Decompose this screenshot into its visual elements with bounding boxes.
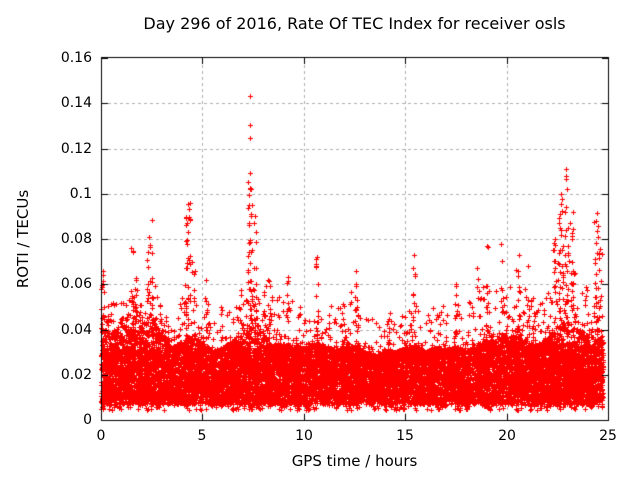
x-tick-label: 15 bbox=[396, 428, 414, 444]
y-tick-label: 0 bbox=[83, 412, 92, 428]
x-tick-label: 20 bbox=[498, 428, 516, 444]
y-tick-label: 0.02 bbox=[60, 367, 92, 383]
y-tick-label: 0.06 bbox=[60, 276, 92, 292]
y-tick-label: 0.1 bbox=[69, 186, 92, 202]
y-tick-label: 0.12 bbox=[60, 141, 92, 157]
x-tick-label: 10 bbox=[295, 428, 313, 444]
x-tick-label: 0 bbox=[96, 428, 106, 444]
chart-title: Day 296 of 2016, Rate Of TEC Index for r… bbox=[143, 14, 566, 33]
y-tick-label: 0.04 bbox=[60, 322, 92, 338]
x-tick-label: 25 bbox=[599, 428, 617, 444]
x-axis-title: GPS time / hours bbox=[291, 452, 418, 470]
x-tick-label: 5 bbox=[197, 428, 207, 444]
y-tick-label: 0.14 bbox=[60, 95, 92, 111]
y-tick-label: 0.08 bbox=[60, 231, 92, 247]
y-tick-label: 0.16 bbox=[60, 50, 92, 66]
